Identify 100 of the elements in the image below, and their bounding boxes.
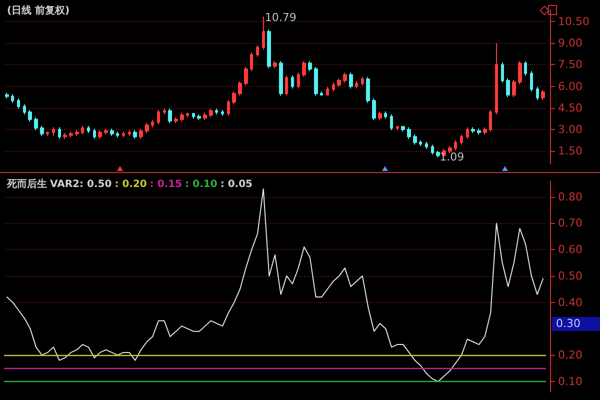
candlestick bbox=[343, 72, 347, 84]
y-tick-label: 7.50 bbox=[558, 58, 582, 72]
candlestick bbox=[524, 60, 527, 76]
candlestick bbox=[460, 134, 463, 146]
candlestick bbox=[238, 80, 242, 96]
y-tick-label: 1.50 bbox=[558, 144, 582, 158]
candlestick bbox=[512, 79, 516, 98]
candlestick bbox=[407, 126, 411, 140]
candlestick bbox=[151, 120, 154, 128]
candlestick bbox=[326, 86, 329, 96]
candlestick bbox=[355, 80, 358, 89]
annotation: 10.79 bbox=[264, 10, 296, 24]
candlestick bbox=[483, 126, 487, 135]
candlestick bbox=[139, 128, 143, 140]
candlestick bbox=[163, 108, 166, 115]
candlestick bbox=[203, 112, 207, 121]
candlestick bbox=[11, 94, 14, 104]
candlestick bbox=[279, 60, 283, 96]
candlestick bbox=[69, 131, 73, 138]
candlestick bbox=[361, 76, 364, 86]
candlestick bbox=[209, 108, 213, 118]
chart-title: (日线 前复权) bbox=[7, 4, 70, 16]
candlestick bbox=[110, 128, 114, 136]
candlestick bbox=[425, 141, 428, 150]
candlestick bbox=[466, 126, 469, 140]
candlestick bbox=[34, 116, 38, 131]
candlestick bbox=[431, 144, 434, 156]
candlestick bbox=[530, 70, 533, 92]
candlestick bbox=[52, 126, 55, 136]
candlestick bbox=[75, 130, 79, 136]
candlestick bbox=[413, 134, 417, 146]
candlestick bbox=[390, 114, 393, 131]
candlestick bbox=[93, 128, 96, 140]
candlestick bbox=[98, 130, 102, 140]
candlestick bbox=[133, 130, 137, 140]
ref-line-label: : 0.20 bbox=[114, 179, 147, 190]
y-tick-label: 0.20 bbox=[558, 348, 582, 362]
candlestick bbox=[372, 98, 376, 121]
candlestick bbox=[495, 42, 498, 115]
candlestick bbox=[454, 140, 457, 151]
candlestick bbox=[518, 60, 522, 85]
chart-subtitle: VAR2: 0.50 bbox=[50, 179, 112, 190]
candlestick bbox=[332, 82, 335, 92]
candlestick bbox=[302, 60, 306, 78]
candlestick bbox=[396, 125, 399, 131]
candlestick bbox=[273, 60, 277, 69]
candlestick bbox=[122, 131, 125, 138]
candlestick bbox=[384, 110, 387, 120]
y-tick-label: 0.80 bbox=[558, 190, 582, 204]
candlestick bbox=[232, 90, 236, 105]
chart-title: 死而后生 bbox=[6, 178, 47, 190]
candlestick bbox=[267, 28, 271, 69]
candlestick bbox=[536, 86, 539, 100]
candlestick bbox=[436, 150, 440, 158]
candlestick bbox=[501, 62, 504, 84]
candlestick bbox=[157, 110, 160, 125]
y-tick-label: 0.40 bbox=[558, 296, 582, 309]
annotation: 1.09 bbox=[440, 150, 464, 164]
candlestick bbox=[419, 140, 422, 147]
ref-line-label: : 0.10 bbox=[185, 179, 218, 190]
y-tick-label: 3.00 bbox=[558, 122, 582, 136]
candlestick bbox=[314, 66, 318, 96]
candlestick bbox=[168, 108, 172, 124]
candlestick bbox=[128, 130, 131, 136]
y-tick-label: 10.50 bbox=[558, 15, 590, 28]
ref-line-label: : 0.15 bbox=[150, 179, 182, 190]
candlestick bbox=[541, 89, 545, 100]
candlestick bbox=[320, 90, 323, 96]
candlestick bbox=[506, 78, 510, 98]
candlestick bbox=[197, 114, 201, 121]
candlestick bbox=[227, 99, 230, 116]
candlestick bbox=[489, 110, 492, 132]
candlestick bbox=[63, 132, 67, 140]
candlestick bbox=[87, 125, 90, 134]
candlestick bbox=[378, 110, 382, 121]
candlestick bbox=[186, 112, 189, 118]
y-tick-label: 0.50 bbox=[558, 269, 582, 282]
text: 0.30 bbox=[556, 317, 580, 330]
candlestick bbox=[401, 125, 405, 132]
candlestick bbox=[23, 104, 26, 115]
candlestick bbox=[104, 128, 108, 135]
line-series bbox=[6, 188, 544, 382]
y-tick-label: 0.60 bbox=[558, 243, 582, 256]
candlestick bbox=[116, 131, 119, 138]
candlestick bbox=[285, 74, 288, 96]
candlestick bbox=[308, 60, 312, 72]
y-tick-label: 4.50 bbox=[558, 101, 582, 114]
y-tick-label: 6.00 bbox=[558, 80, 582, 93]
candlestick bbox=[81, 125, 84, 135]
candlestick bbox=[337, 78, 341, 88]
candlestick bbox=[477, 128, 481, 135]
candlestick bbox=[180, 112, 184, 122]
candlestick bbox=[28, 110, 32, 122]
candlestick bbox=[58, 126, 61, 140]
candlestick bbox=[256, 44, 259, 58]
candlestick bbox=[366, 76, 370, 104]
candlestick bbox=[349, 72, 353, 89]
candlestick bbox=[291, 74, 294, 89]
candlestick bbox=[250, 52, 253, 72]
annotation: : 0.05 bbox=[220, 179, 253, 190]
